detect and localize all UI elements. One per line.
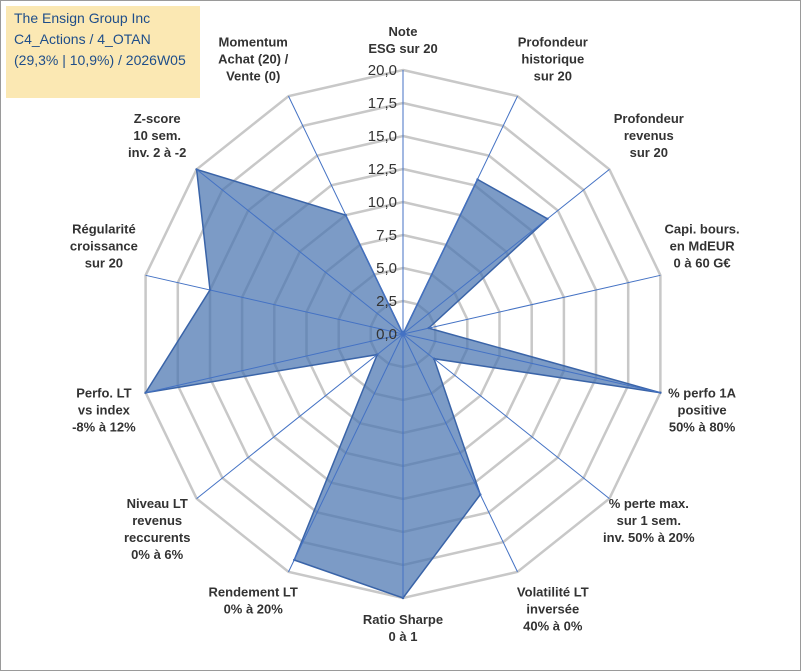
axis-label-line: inv. 50% à 20% (603, 530, 695, 545)
axis-label-line: Z-score (134, 111, 181, 126)
axis-label-line: Profondeur (518, 34, 588, 49)
axis-label-line: % perfo 1A (668, 385, 737, 400)
axis-label-line: revenus (132, 513, 182, 528)
tick-label: 7,5 (376, 227, 397, 244)
axis-spoke (145, 274, 404, 335)
axis-label: % perfo 1A positive 50% à 80% (668, 385, 737, 434)
axis-label-line: sur 1 sem. (617, 513, 681, 528)
axis-label-line: Profondeur (614, 111, 684, 126)
tick-label: 10,0 (368, 194, 397, 211)
axis-label-line: Rendement LT (209, 585, 298, 600)
axis-label: Ratio Sharpe 0 à 1 (363, 612, 443, 644)
axis-label: Niveau LT revenus reccurents 0% à 6% (124, 496, 190, 562)
axis-label-line: Achat (20) / (218, 51, 288, 66)
axis-spoke (402, 274, 661, 335)
axis-spoke (402, 95, 518, 335)
axis-label-line: positive (678, 402, 727, 417)
axis-label-line: revenus (624, 128, 674, 143)
axis-label-line: Note (389, 24, 418, 39)
tick-label: 15,0 (368, 128, 397, 145)
axis-label-line: Niveau LT (127, 496, 188, 511)
tick-label: 0,0 (376, 326, 397, 343)
axis-spoke (196, 169, 404, 335)
category-line: C4_Actions / 4_OTAN (14, 31, 151, 47)
axis-spoke (145, 333, 404, 394)
axis-label-line: Régularité (72, 222, 136, 237)
axis-label-line: % perte max. (609, 496, 689, 511)
axis-label-line: Ratio Sharpe (363, 612, 443, 627)
axis-label-line: 50% à 80% (669, 419, 736, 434)
axis-spoke (196, 333, 404, 499)
axis-label-line: 40% à 0% (523, 619, 583, 634)
axis-label: Note ESG sur 20 (368, 24, 437, 56)
axis-label-line: 0 à 1 (389, 629, 418, 644)
radar-axis-labels: Note ESG sur 20 Profondeur historique sur 20… (70, 24, 740, 644)
axis-label-line: inv. 2 à -2 (128, 145, 186, 160)
radar-spokes (145, 70, 661, 598)
axis-label-line: historique (521, 51, 584, 66)
axis-spoke (402, 333, 518, 573)
axis-label-line: Momentum (219, 34, 288, 49)
tick-label: 17,5 (368, 95, 397, 112)
axis-label-line: Perfo. LT (76, 385, 131, 400)
axis-label-line: inversée (526, 602, 579, 617)
tick-label: 2,5 (376, 293, 397, 310)
company-name: The Ensign Group Inc (14, 10, 151, 26)
axis-label-line: ESG sur 20 (368, 41, 437, 56)
axis-label: Profondeur revenus sur 20 (614, 111, 684, 160)
axis-label: Z-score 10 sem. inv. 2 à -2 (128, 111, 186, 160)
stats-line: (29,3% | 10,9%) / 2026W05 (14, 52, 186, 68)
axis-label-line: 0% à 20% (224, 602, 284, 617)
axis-label: Profondeur historique sur 20 (518, 34, 588, 83)
axis-label-line: reccurents (124, 530, 190, 545)
axis-label-line: croissance (70, 239, 138, 254)
radar-tick-labels: 0,0 2,5 5,0 7,5 10,0 12,5 15,0 17,5 20,0 (368, 62, 397, 343)
axis-label-line: sur 20 (630, 145, 668, 160)
axis-label-line: -8% à 12% (72, 419, 136, 434)
axis-label: % perte max. sur 1 sem. inv. 50% à 20% (603, 496, 695, 545)
axis-label-line: vs index (78, 402, 131, 417)
axis-label-line: 0% à 6% (131, 547, 183, 562)
axis-spoke (402, 169, 610, 335)
axis-label: Momentum Achat (20) / Vente (0) (218, 34, 288, 83)
axis-label-line: en MdEUR (670, 239, 736, 254)
axis-label-line: 10 sem. (133, 128, 181, 143)
tick-label: 20,0 (368, 62, 397, 79)
axis-label-line: sur 20 (534, 68, 572, 83)
axis-label: Volatilité LT inversée 40% à 0% (517, 585, 589, 634)
axis-label: Régularité croissance sur 20 (70, 222, 138, 271)
axis-spoke (402, 333, 661, 394)
axis-spoke (288, 333, 404, 573)
axis-label-line: Capi. bours. (665, 222, 740, 237)
axis-label: Perfo. LT vs index -8% à 12% (72, 385, 136, 434)
tick-label: 5,0 (376, 260, 397, 277)
axis-label-line: 0 à 60 G€ (674, 256, 731, 271)
axis-label-line: Vente (0) (226, 68, 280, 83)
tick-label: 12,5 (368, 161, 397, 178)
axis-label: Rendement LT 0% à 20% (209, 585, 298, 617)
axis-label-line: Volatilité LT (517, 585, 589, 600)
axis-spoke (288, 95, 404, 335)
title-box: The Ensign Group Inc C4_Actions / 4_OTAN… (6, 6, 200, 98)
axis-label: Capi. bours. en MdEUR 0 à 60 G€ (665, 222, 740, 271)
axis-label-line: sur 20 (85, 256, 123, 271)
axis-spoke (402, 333, 610, 499)
